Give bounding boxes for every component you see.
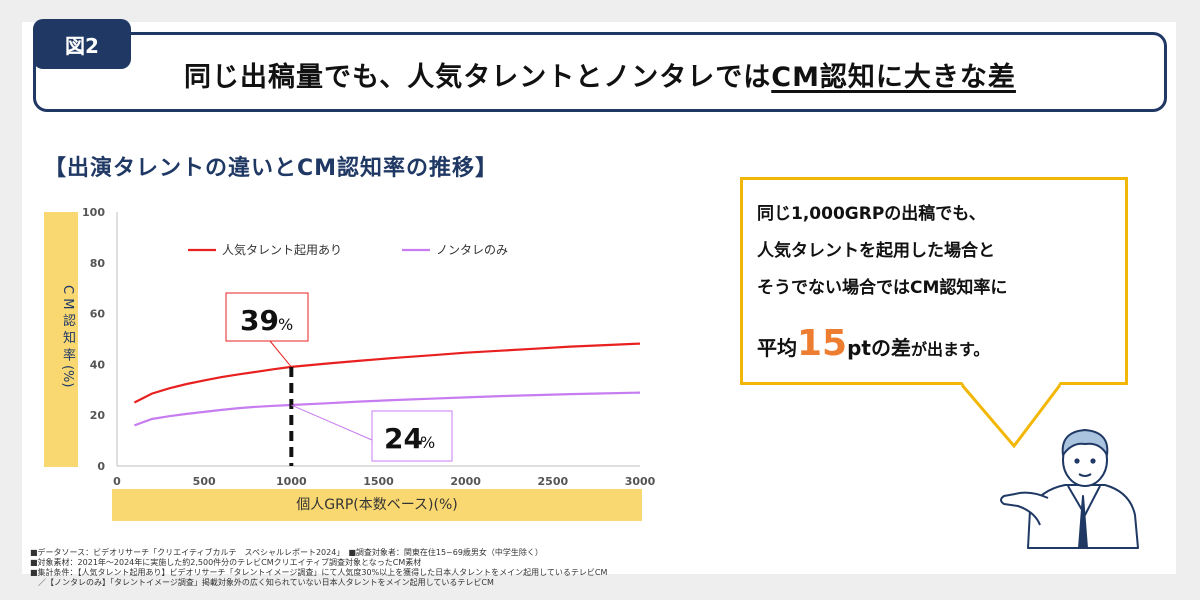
chart-subtitle: 【出演タレントの違いとCM認知率の推移】 xyxy=(44,156,499,181)
bubble-suffix-b: が出ます。 xyxy=(911,340,990,359)
bubble-number: 15 xyxy=(797,323,848,364)
callout-leader-talent xyxy=(269,340,292,368)
x-tick-label: 1500 xyxy=(363,475,394,488)
callout-value-talent: 39 xyxy=(240,304,279,337)
bubble-pt: pt xyxy=(847,336,871,360)
y-tick-label: 100 xyxy=(82,206,105,219)
y-tick-label: 60 xyxy=(90,308,106,321)
bubble-line-2: 人気タレントを起用した場合と xyxy=(757,241,995,261)
bubble-line-1: 同じ1,000GRPの出稿でも、 xyxy=(757,204,986,224)
y-tick-label: 80 xyxy=(90,257,106,270)
footnote-line: ■対象素材：2021年～2024年に実施した約2,500件分のテレビCMクリエイ… xyxy=(30,558,422,567)
footnote-line: ■データソース：ビデオリサーチ「クリエイティブカルテ スペシャルレポート2024… xyxy=(30,548,543,557)
x-tick-label: 3000 xyxy=(625,475,656,488)
bubble-line-3: そうでない場合ではCM認知率に xyxy=(757,278,1008,298)
title-main: 同じ出稿量でも、人気タレントとノンタレでは xyxy=(184,62,772,93)
x-tick-label: 0 xyxy=(113,475,121,488)
figure-tab: 図2 xyxy=(33,19,131,69)
series-line-1 xyxy=(133,342,641,404)
callout-leader-nontalent xyxy=(291,404,373,441)
x-tick-label: 2000 xyxy=(450,475,481,488)
y-tick-label: 40 xyxy=(90,358,106,371)
bubble-suffix-a: の差 xyxy=(871,336,911,360)
speech-bubble: 同じ1,000GRPの出稿でも、 人気タレントを起用した場合と そうでない場合で… xyxy=(740,177,1128,385)
x-tick-label: 1000 xyxy=(276,475,307,488)
callout-unit-nontalent: % xyxy=(420,433,435,452)
y-axis-label-box xyxy=(44,212,78,467)
y-tick-label: 0 xyxy=(97,460,105,473)
footnote-line: ■集計条件：【人気タレント起用あり】ビデオリサーチ「タレントイメージ調査」にて人… xyxy=(30,568,608,577)
bubble-line-4: 平均15ptの差が出ます。 xyxy=(757,323,1125,364)
callout-box-nontalent xyxy=(371,410,453,462)
series-line-2 xyxy=(134,391,641,427)
x-tick-label: 500 xyxy=(193,475,216,488)
callout-box-talent xyxy=(225,292,309,342)
y-axis-label: C M 認 知 率 (%) xyxy=(60,284,75,388)
bubble-prefix: 平均 xyxy=(757,336,797,360)
legend-label: 人気タレント起用あり xyxy=(222,242,342,257)
callout-value-nontalent: 24 xyxy=(384,422,423,455)
y-tick-label: 20 xyxy=(90,409,106,422)
callout-unit-talent: % xyxy=(278,315,293,334)
title-underlined: CM認知に大きな差 xyxy=(771,62,1016,93)
page-title: 同じ出稿量でも、人気タレントとノンタレではCM認知に大きな差 xyxy=(36,55,1164,94)
x-axis-label: 個人GRP(本数ベース)(%) xyxy=(112,489,642,521)
title-banner: 同じ出稿量でも、人気タレントとノンタレではCM認知に大きな差 xyxy=(33,32,1167,112)
footnote-line: ／【ノンタレのみ】「タレントイメージ調査」掲載対象外の広く知られていない日本人タ… xyxy=(30,578,494,587)
x-tick-label: 2500 xyxy=(538,475,569,488)
legend-label: ノンタレのみ xyxy=(436,243,508,257)
footnotes: ■データソース：ビデオリサーチ「クリエイティブカルテ スペシャルレポート2024… xyxy=(30,548,607,588)
